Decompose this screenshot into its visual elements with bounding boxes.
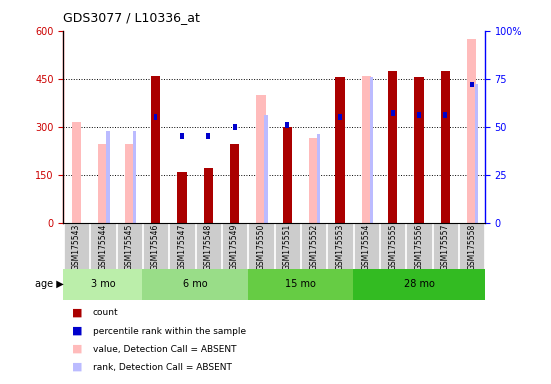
Text: GSM175557: GSM175557 bbox=[441, 224, 450, 270]
Text: ■: ■ bbox=[72, 326, 82, 336]
Text: GSM175546: GSM175546 bbox=[151, 224, 160, 270]
Bar bbox=[64, 223, 89, 269]
Text: GSM175555: GSM175555 bbox=[388, 224, 397, 270]
Bar bbox=[433, 223, 458, 269]
Bar bbox=[338, 114, 342, 120]
Text: 3 mo: 3 mo bbox=[90, 279, 115, 289]
Bar bbox=[354, 223, 379, 269]
Bar bbox=[467, 39, 476, 223]
Bar bbox=[233, 124, 236, 130]
Text: GSM175550: GSM175550 bbox=[256, 224, 266, 270]
Bar bbox=[196, 223, 221, 269]
Bar bbox=[117, 223, 142, 269]
Bar bbox=[407, 223, 431, 269]
Text: GSM175549: GSM175549 bbox=[230, 224, 239, 270]
Text: GSM175553: GSM175553 bbox=[336, 224, 344, 270]
Bar bbox=[98, 144, 107, 223]
Text: 6 mo: 6 mo bbox=[183, 279, 207, 289]
Bar bbox=[475, 84, 478, 223]
Bar bbox=[459, 223, 484, 269]
Bar bbox=[249, 223, 274, 269]
Text: age ▶: age ▶ bbox=[35, 279, 63, 289]
Bar bbox=[327, 223, 353, 269]
Text: GSM175554: GSM175554 bbox=[362, 224, 371, 270]
Bar bbox=[248, 269, 353, 300]
Bar bbox=[230, 144, 239, 223]
Bar bbox=[370, 77, 373, 223]
Bar bbox=[180, 134, 184, 139]
Bar bbox=[177, 172, 187, 223]
Bar bbox=[317, 134, 320, 223]
Bar bbox=[106, 131, 110, 223]
Text: ■: ■ bbox=[72, 344, 82, 354]
Bar bbox=[336, 77, 344, 223]
Bar bbox=[151, 76, 160, 223]
Text: value, Detection Call = ABSENT: value, Detection Call = ABSENT bbox=[93, 344, 236, 354]
Bar bbox=[264, 115, 268, 223]
Text: 28 mo: 28 mo bbox=[403, 279, 434, 289]
Text: ■: ■ bbox=[72, 308, 82, 318]
Bar bbox=[309, 138, 318, 223]
Bar bbox=[414, 77, 424, 223]
Bar bbox=[274, 223, 300, 269]
Bar bbox=[391, 111, 395, 116]
Bar bbox=[285, 122, 289, 127]
Bar bbox=[90, 223, 116, 269]
Text: GSM175551: GSM175551 bbox=[283, 224, 292, 270]
Bar bbox=[380, 223, 406, 269]
Text: percentile rank within the sample: percentile rank within the sample bbox=[93, 326, 246, 336]
Bar bbox=[444, 113, 447, 118]
Text: count: count bbox=[93, 308, 118, 318]
Text: GDS3077 / L10336_at: GDS3077 / L10336_at bbox=[63, 11, 200, 24]
Bar bbox=[222, 223, 247, 269]
Bar bbox=[204, 168, 213, 223]
Bar bbox=[256, 95, 266, 223]
Text: GSM175543: GSM175543 bbox=[72, 224, 81, 270]
Bar bbox=[169, 223, 195, 269]
Bar bbox=[63, 269, 142, 300]
Text: GSM175558: GSM175558 bbox=[467, 224, 476, 270]
Bar bbox=[470, 82, 474, 88]
Bar bbox=[143, 223, 168, 269]
Bar bbox=[301, 223, 326, 269]
Bar bbox=[417, 113, 421, 118]
Bar bbox=[361, 76, 371, 223]
Bar bbox=[353, 269, 485, 300]
Text: GSM175545: GSM175545 bbox=[125, 224, 134, 270]
Text: 15 mo: 15 mo bbox=[285, 279, 316, 289]
Bar bbox=[441, 71, 450, 223]
Text: rank, Detection Call = ABSENT: rank, Detection Call = ABSENT bbox=[93, 362, 231, 372]
Text: ■: ■ bbox=[72, 362, 82, 372]
Bar bbox=[283, 127, 292, 223]
Bar bbox=[125, 144, 134, 223]
Text: GSM175556: GSM175556 bbox=[414, 224, 424, 270]
Text: GSM175547: GSM175547 bbox=[177, 224, 186, 270]
Bar bbox=[388, 71, 397, 223]
Bar bbox=[142, 269, 248, 300]
Text: GSM175552: GSM175552 bbox=[309, 224, 318, 270]
Bar bbox=[154, 114, 158, 120]
Bar bbox=[72, 122, 81, 223]
Text: GSM175548: GSM175548 bbox=[204, 224, 213, 270]
Bar bbox=[133, 131, 136, 223]
Text: GSM175544: GSM175544 bbox=[99, 224, 107, 270]
Bar bbox=[207, 134, 210, 139]
